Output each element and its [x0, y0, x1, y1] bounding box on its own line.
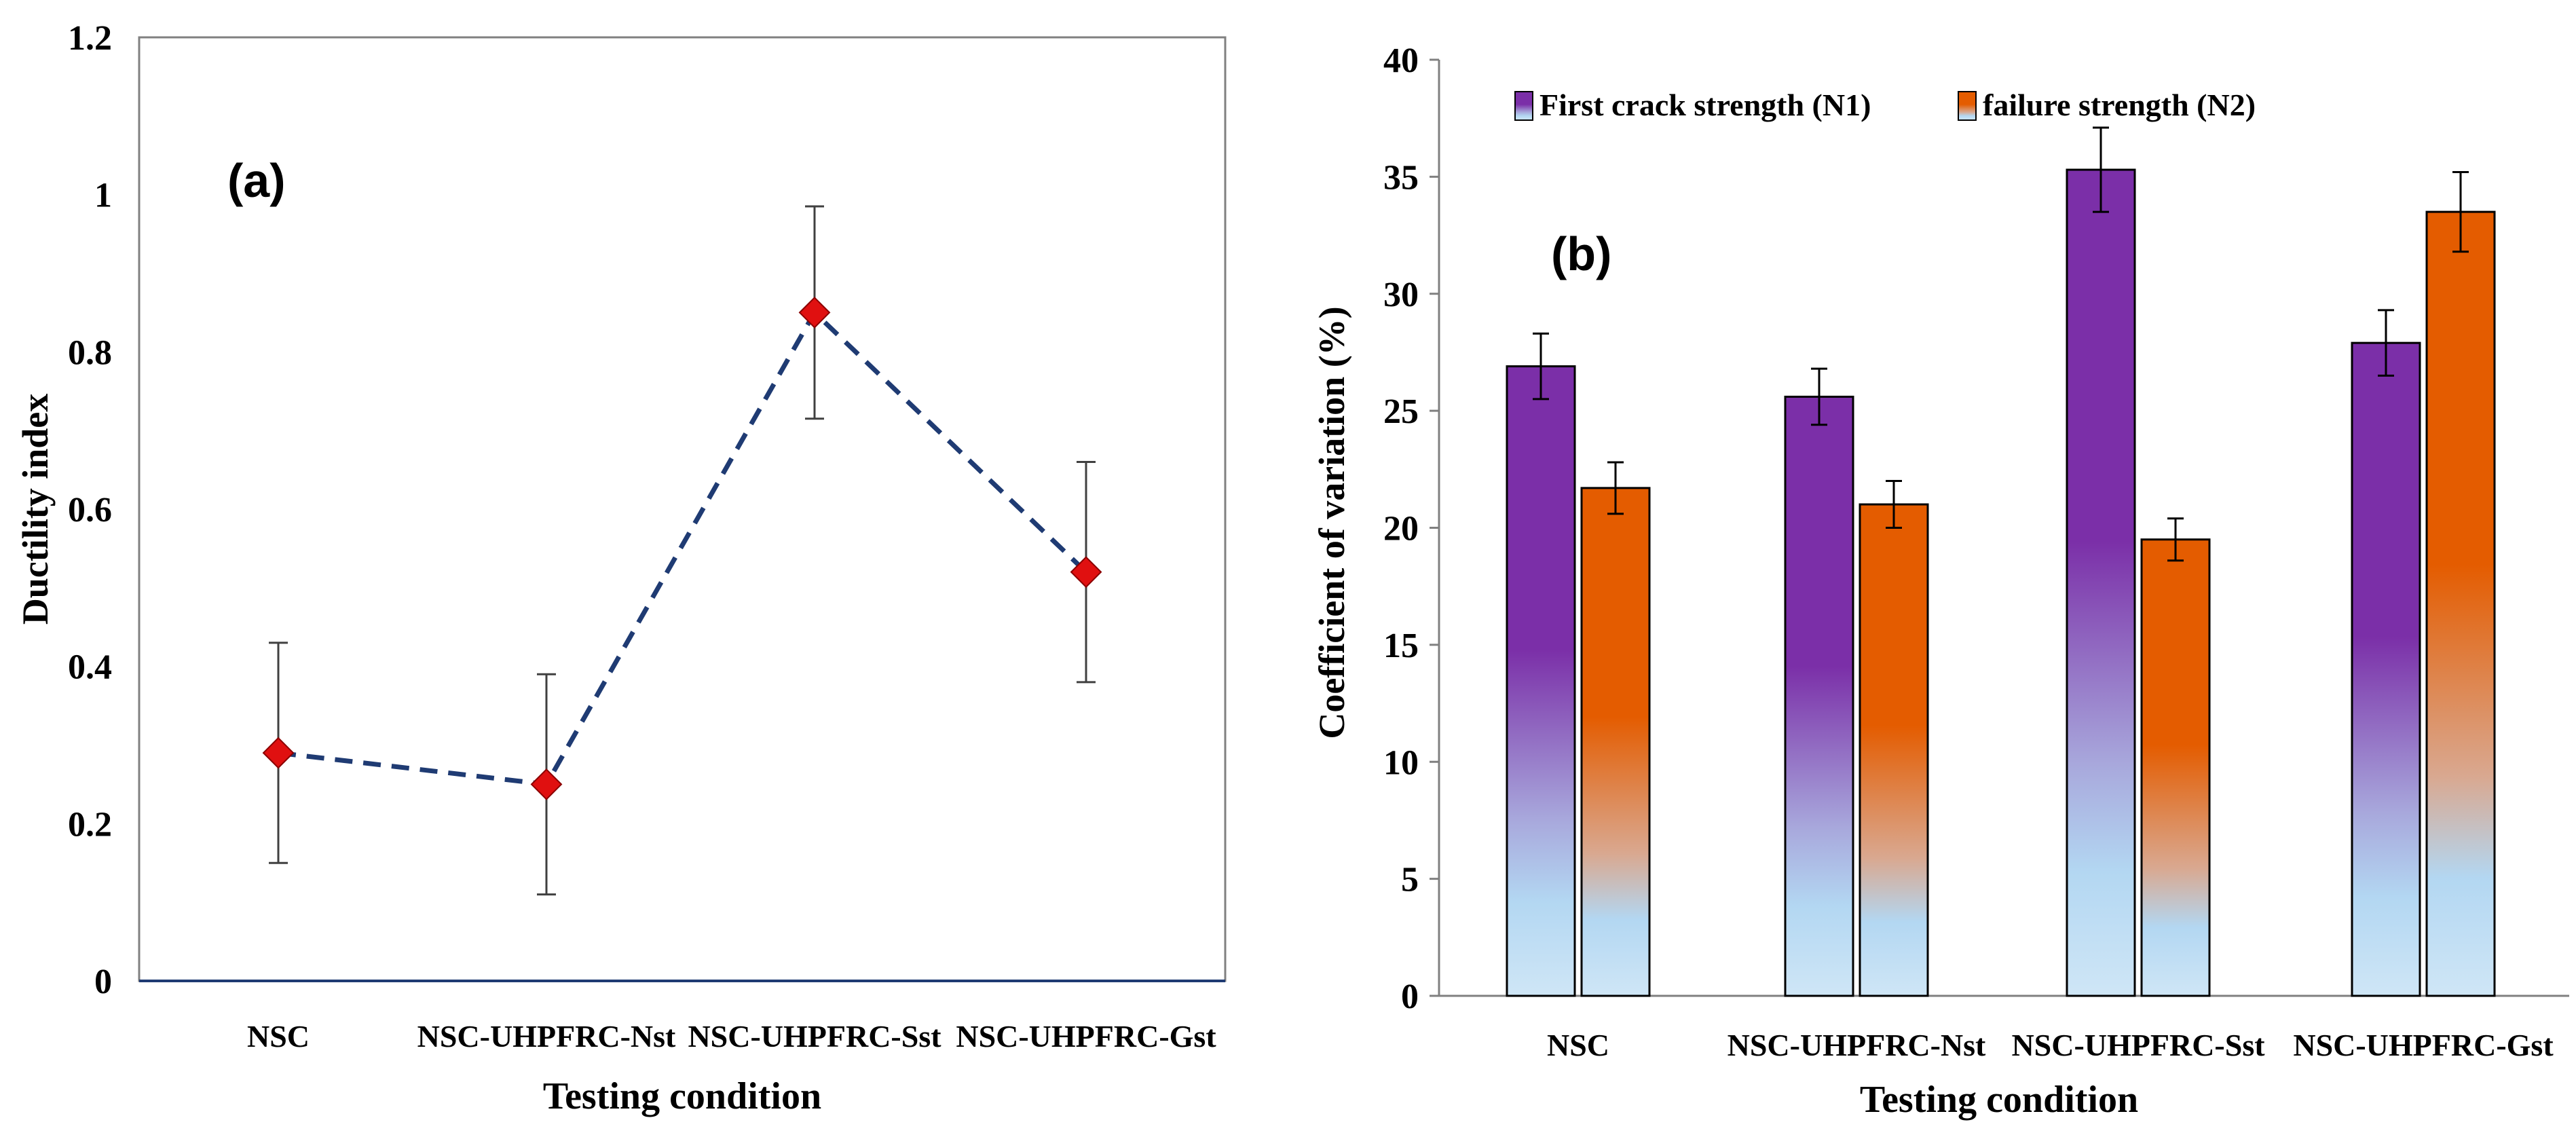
panel-b-y-tick-label: 35 [1383, 158, 1419, 197]
panel-a-y-tick-label: 0.2 [68, 805, 112, 844]
legend-swatch-n2 [1958, 91, 1977, 121]
bar-failure-strength [2425, 210, 2496, 997]
bar-failure-strength [2140, 538, 2211, 997]
panel-a-y-tick-label: 1.2 [68, 19, 112, 58]
bar-first-crack-strength [2351, 341, 2421, 997]
panel-a-y-tick-label: 0 [94, 963, 112, 1001]
panel-a-x-ticks: NSC NSC-UHPFRC-Nst NSC-UHPFRC-Sst NSC-UHPFR… [247, 1019, 1216, 1054]
panel-a-x-tick-label: NSC [247, 1019, 310, 1054]
panel-b-y-tick-label: 5 [1401, 861, 1419, 899]
panel-a-y-tick-label: 0.6 [68, 491, 112, 529]
bar-failure-strength [1859, 503, 1929, 997]
panel-a-x-axis-title: Testing condition [543, 1075, 821, 1117]
panel-a-data-point [262, 737, 295, 769]
panel-b-cov-chart: 0 5 10 15 20 25 30 35 40 NSC NSC-UHPFRC-Nst NSC-UH… [1311, 41, 2569, 1121]
panel-b-x-ticks: NSC NSC-UHPFRC-Nst NSC-UHPFRC-Sst NSC-UHPFR… [1547, 1028, 2554, 1062]
panel-b-y-tick-label: 10 [1383, 743, 1419, 782]
bar-first-crack-strength [1784, 395, 1854, 997]
panel-b-y-tick-label: 15 [1383, 627, 1419, 665]
panel-b-x-tick-label: NSC-UHPFRC-Sst [2011, 1028, 2265, 1062]
panel-b-y-tick-label: 30 [1383, 276, 1419, 314]
panel-b-y-tick-label: 0 [1401, 978, 1419, 1016]
panel-a-series-line [278, 308, 1088, 787]
panel-b-legend: First crack strength (N1) failure streng… [1514, 88, 2256, 122]
panel-a-series [262, 205, 1102, 896]
panel-b-x-tick-label: NSC-UHPFRC-Gst [2293, 1028, 2554, 1062]
bar-first-crack-strength [2066, 168, 2136, 997]
panel-b-y-tick-label: 25 [1383, 392, 1419, 431]
bar-failure-strength [1580, 487, 1651, 997]
panel-a-x-tick-label: NSC-UHPFRC-Gst [956, 1019, 1216, 1054]
panel-a-data-point [530, 768, 563, 800]
panel-a-plot-frame [138, 36, 1227, 982]
panel-a-y-tick-label: 0.8 [68, 333, 112, 372]
panel-a-y-axis-title: Ductility index [15, 394, 56, 625]
panel-b-x-tick-label: NSC [1547, 1028, 1609, 1062]
panel-a-y-tick-label: 0.4 [68, 648, 112, 687]
panel-a-y-tick-label: 1 [94, 176, 112, 215]
panel-b-y-ticks: 0 5 10 15 20 25 30 35 40 [1383, 41, 1439, 1016]
panel-b-y-axis-title: Coefficient of variation (%) [1311, 306, 1352, 739]
legend-swatch-n1 [1514, 91, 1533, 121]
panel-a-data-point [798, 297, 831, 329]
panel-a-y-ticks: 0 0.2 0.4 0.6 0.8 1 1.2 [68, 19, 1225, 1001]
panel-b-label: (b) [1551, 227, 1611, 280]
panel-b-y-tick-label: 40 [1383, 41, 1419, 80]
panel-b-y-tick-label: 20 [1383, 510, 1419, 548]
legend-label-n1: First crack strength (N1) [1539, 88, 1871, 122]
panel-a-data-point [1070, 556, 1102, 589]
panel-a-ductility-chart: 0 0.2 0.4 0.6 0.8 1 1.2 NSC NSC-UHPFRC-Nst NSC-U… [15, 19, 1227, 1117]
panel-a-x-tick-label: NSC-UHPFRC-Sst [688, 1019, 941, 1054]
panel-b-x-axis-title: Testing condition [1860, 1079, 2138, 1121]
legend-label-n2: failure strength (N2) [1983, 88, 2256, 122]
panel-a-label: (a) [227, 154, 286, 207]
bar-first-crack-strength [1506, 365, 1576, 997]
panel-a-x-tick-label: NSC-UHPFRC-Nst [417, 1019, 676, 1054]
panel-b-bars [1506, 126, 2496, 997]
panel-b-x-tick-label: NSC-UHPFRC-Nst [1728, 1028, 1986, 1062]
